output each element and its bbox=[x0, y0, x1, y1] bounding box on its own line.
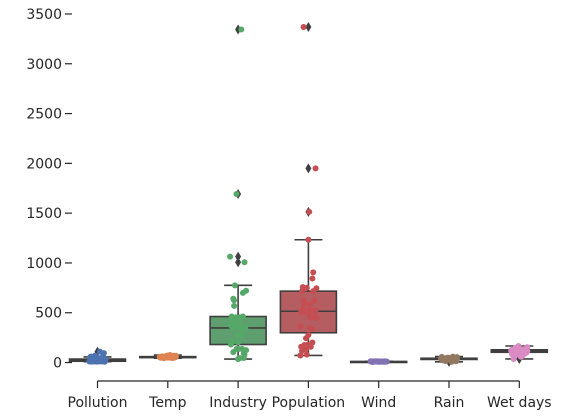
data-point bbox=[513, 346, 520, 353]
y-tick-label: 3500 bbox=[26, 7, 62, 23]
y-tick-label: 2500 bbox=[26, 107, 62, 123]
data-point bbox=[306, 208, 313, 215]
data-point bbox=[300, 24, 307, 31]
data-point bbox=[238, 26, 245, 33]
data-point bbox=[231, 282, 238, 289]
data-point bbox=[228, 313, 235, 320]
y-tick-label: 1000 bbox=[26, 256, 62, 272]
data-point bbox=[439, 355, 446, 362]
x-tick-label: Wind bbox=[361, 395, 396, 411]
data-point bbox=[235, 339, 242, 346]
data-point bbox=[238, 325, 245, 332]
outlier-marker bbox=[235, 257, 242, 268]
y-tick-label: 2000 bbox=[26, 156, 62, 172]
data-point bbox=[156, 353, 163, 360]
data-point bbox=[227, 253, 234, 260]
data-point bbox=[230, 295, 237, 302]
data-point bbox=[309, 275, 316, 282]
data-point bbox=[298, 343, 305, 350]
data-point bbox=[377, 358, 384, 365]
data-point bbox=[235, 345, 242, 352]
outlier-marker bbox=[305, 22, 312, 33]
data-point bbox=[233, 191, 240, 198]
data-point bbox=[232, 320, 239, 327]
data-point bbox=[235, 356, 242, 363]
data-point bbox=[100, 350, 107, 357]
data-point bbox=[303, 284, 310, 291]
data-point bbox=[297, 352, 304, 359]
data-point bbox=[227, 341, 234, 348]
x-tick-label: Wet days bbox=[487, 395, 552, 411]
data-point bbox=[243, 287, 250, 294]
x-tick-label: Rain bbox=[434, 395, 465, 411]
data-point bbox=[241, 259, 248, 266]
data-point bbox=[234, 332, 241, 339]
data-point bbox=[239, 313, 246, 320]
y-tick-label: 1500 bbox=[26, 206, 62, 222]
data-point bbox=[307, 324, 313, 331]
x-tick-label: Temp bbox=[148, 395, 186, 411]
data-point bbox=[311, 297, 317, 304]
data-point bbox=[227, 321, 234, 328]
data-point bbox=[517, 353, 524, 360]
data-point bbox=[94, 357, 101, 364]
y-tick-label: 0 bbox=[53, 356, 62, 372]
y-axis: 0 500 1000 1500 2000 2500 3000 3500 bbox=[26, 7, 72, 372]
data-point bbox=[230, 349, 237, 356]
data-point bbox=[310, 288, 317, 295]
data-point bbox=[310, 269, 317, 276]
data-point bbox=[307, 301, 313, 308]
x-tick-label: Industry bbox=[209, 395, 267, 411]
outlier-marker bbox=[235, 251, 242, 262]
outlier-marker bbox=[305, 163, 312, 174]
data-point bbox=[305, 236, 312, 243]
x-tick-label: Population bbox=[272, 395, 346, 411]
data-point bbox=[89, 356, 96, 363]
data-point bbox=[313, 314, 320, 321]
data-point bbox=[309, 339, 316, 346]
data-point bbox=[307, 314, 314, 321]
strip-points bbox=[86, 24, 531, 365]
x-axis: Pollution Temp Industry Population Wind Rain W… bbox=[68, 380, 552, 411]
data-point bbox=[297, 323, 304, 330]
data-point bbox=[312, 165, 319, 172]
data-point bbox=[303, 335, 309, 342]
data-point bbox=[509, 349, 516, 356]
data-point bbox=[303, 351, 310, 358]
x-tick-label: Pollution bbox=[68, 395, 128, 411]
data-point bbox=[368, 358, 375, 365]
y-tick-label: 500 bbox=[35, 306, 62, 322]
data-point bbox=[231, 302, 238, 309]
data-point bbox=[302, 308, 309, 315]
data-point bbox=[300, 297, 307, 304]
outlier-marker bbox=[235, 24, 242, 35]
data-point bbox=[518, 348, 525, 355]
y-tick-label: 3000 bbox=[26, 57, 62, 73]
